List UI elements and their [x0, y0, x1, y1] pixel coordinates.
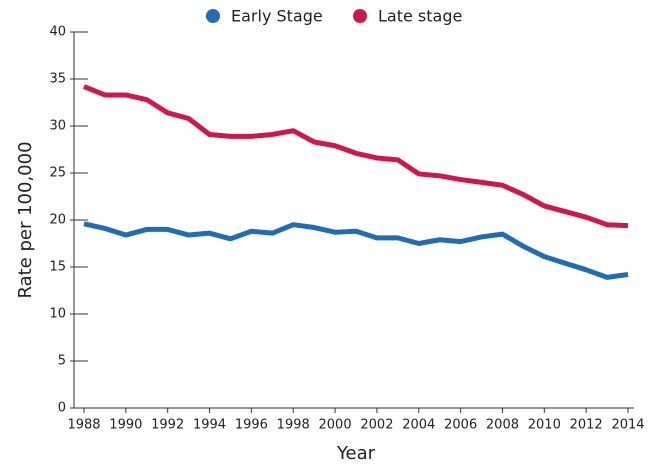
y-tick-label: 10 [49, 307, 66, 322]
y-tick-label: 35 [49, 72, 66, 87]
y-tick-label: 20 [49, 213, 66, 228]
x-tick-label: 1988 [67, 418, 100, 433]
legend-marker [206, 9, 220, 23]
legend-marker [353, 9, 367, 23]
series-line [83, 84, 629, 229]
x-tick-label: 2004 [402, 418, 435, 433]
series-line [83, 221, 629, 280]
x-tick-label: 1990 [109, 418, 142, 433]
y-tick-label: 15 [49, 260, 66, 275]
y-axis-label: Rate per 100,000 [15, 141, 36, 298]
x-tick-label: 2008 [486, 418, 519, 433]
y-tick-label: 25 [49, 166, 66, 181]
legend-label: Early Stage [231, 7, 323, 26]
x-tick-label: 2006 [444, 418, 477, 433]
x-tick-label: 2012 [570, 418, 603, 433]
x-tick-label: 2000 [319, 418, 352, 433]
x-tick-label: 2014 [611, 418, 644, 433]
x-axis-label: Year [336, 443, 376, 464]
legend-label: Late stage [378, 7, 462, 26]
y-tick-label: 5 [58, 354, 66, 369]
x-tick-label: 1992 [151, 418, 184, 433]
x-tick-label: 1998 [277, 418, 310, 433]
x-tick-label: 1996 [235, 418, 268, 433]
y-tick-label: 0 [58, 401, 66, 416]
y-tick-label: 40 [49, 25, 66, 40]
x-tick-label: 2010 [528, 418, 561, 433]
x-tick-label: 2002 [360, 418, 393, 433]
y-tick-label: 30 [49, 119, 66, 134]
x-tick-label: 1994 [193, 418, 226, 433]
